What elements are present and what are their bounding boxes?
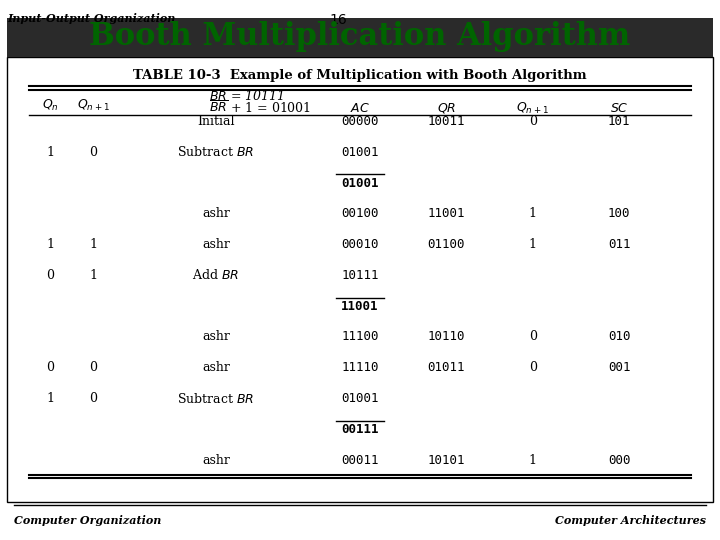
Text: 11100: 11100 [341,330,379,343]
Text: 0: 0 [89,392,98,405]
Text: Subtract $BR$: Subtract $BR$ [177,145,255,159]
Text: 100: 100 [608,207,631,220]
Text: 10110: 10110 [428,330,465,343]
Text: 11110: 11110 [341,361,379,374]
Text: 00111: 00111 [341,423,379,436]
Text: 0: 0 [89,361,98,374]
Text: 01001: 01001 [341,392,379,405]
Text: 11001: 11001 [341,300,379,313]
Text: Computer Organization: Computer Organization [14,516,162,526]
Text: $Q_{n+1}$: $Q_{n+1}$ [516,100,549,116]
Text: TABLE 10-3  Example of Multiplication with Booth Algorithm: TABLE 10-3 Example of Multiplication wit… [133,69,587,82]
Text: ashr: ashr [202,207,230,220]
Text: 1: 1 [528,238,537,251]
Text: ashr: ashr [202,361,230,374]
Text: $BR$ = 10111: $BR$ = 10111 [209,89,284,103]
Text: 1: 1 [528,454,537,467]
Text: 01001: 01001 [341,177,379,190]
Text: 1: 1 [46,392,55,405]
Text: 011: 011 [608,238,631,251]
Text: 10101: 10101 [428,454,465,467]
Text: 00011: 00011 [341,454,379,467]
Text: 10011: 10011 [428,115,465,128]
Text: 00000: 00000 [341,115,379,128]
Text: $Q_{n+1}$: $Q_{n+1}$ [77,98,110,113]
Text: 11001: 11001 [428,207,465,220]
Text: $QR$: $QR$ [437,101,456,115]
Text: 16: 16 [330,14,347,28]
Text: 1: 1 [528,207,537,220]
Text: ashr: ashr [202,454,230,467]
Text: $Q_n$: $Q_n$ [42,98,59,113]
Text: 10111: 10111 [341,269,379,282]
Text: ashr: ashr [202,330,230,343]
Text: 010: 010 [608,330,631,343]
Text: $\overline{BR}$ + 1 = 01001: $\overline{BR}$ + 1 = 01001 [209,100,311,116]
Text: 0: 0 [89,146,98,159]
Text: 00010: 00010 [341,238,379,251]
Text: Initial: Initial [197,115,235,128]
Text: 1: 1 [46,238,55,251]
Text: 0: 0 [528,330,537,343]
Text: 01011: 01011 [428,361,465,374]
Text: Input-Output Organization: Input-Output Organization [7,14,176,24]
Text: 00100: 00100 [341,207,379,220]
Text: 0: 0 [528,115,537,128]
Text: $SC$: $SC$ [610,102,629,114]
Text: 000: 000 [608,454,631,467]
Text: Subtract $BR$: Subtract $BR$ [177,392,255,406]
Text: $AC$: $AC$ [350,102,370,114]
Text: 0: 0 [46,361,55,374]
Text: 101: 101 [608,115,631,128]
Text: 0: 0 [528,361,537,374]
Text: 01100: 01100 [428,238,465,251]
Text: 1: 1 [46,146,55,159]
Text: Add $BR$: Add $BR$ [192,268,240,282]
Text: 001: 001 [608,361,631,374]
Text: Booth Multiplication Algorithm: Booth Multiplication Algorithm [89,21,631,52]
Text: 1: 1 [89,238,98,251]
Text: 01001: 01001 [341,146,379,159]
Text: 1: 1 [89,269,98,282]
Text: 0: 0 [46,269,55,282]
Text: Computer Architectures: Computer Architectures [554,516,706,526]
Text: ashr: ashr [202,238,230,251]
